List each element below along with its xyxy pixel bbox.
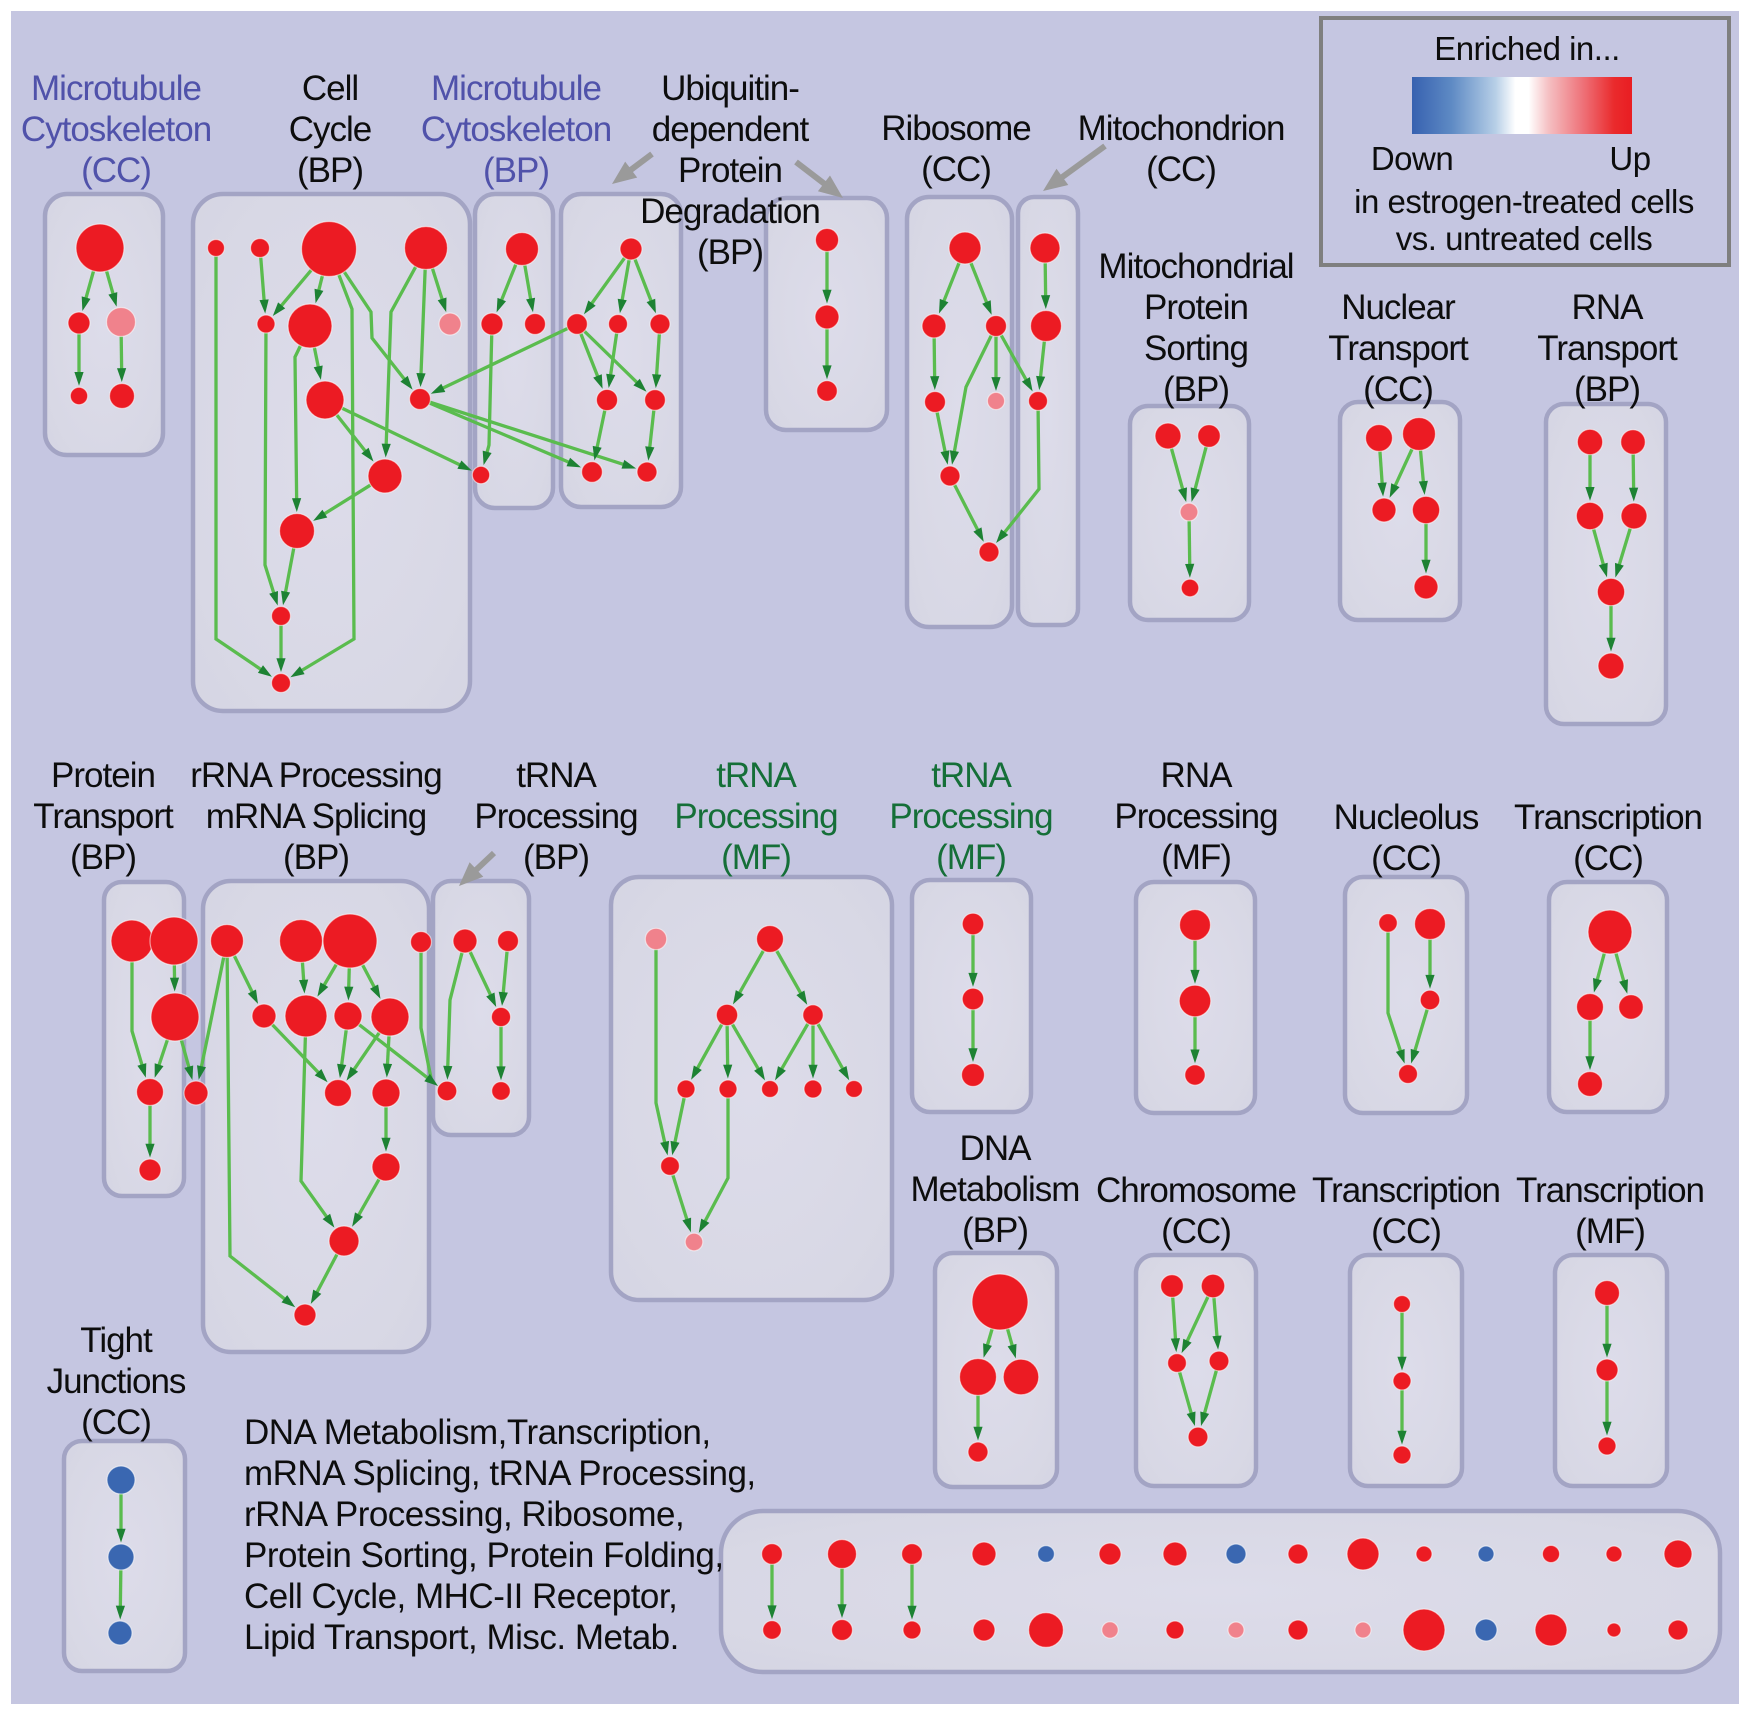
svg-text:Mitochondrial: Mitochondrial <box>1098 247 1293 286</box>
svg-text:Cytoskeleton: Cytoskeleton <box>21 110 211 149</box>
svg-text:Transport: Transport <box>1537 329 1678 368</box>
svg-text:(CC): (CC) <box>1371 1212 1441 1251</box>
svg-text:(CC): (CC) <box>81 151 151 190</box>
svg-text:Sorting: Sorting <box>1144 329 1248 368</box>
svg-text:tRNA: tRNA <box>516 756 597 795</box>
svg-text:Microtubule: Microtubule <box>31 69 201 108</box>
svg-text:Nuclear: Nuclear <box>1341 288 1456 327</box>
svg-text:(CC): (CC) <box>1161 1212 1231 1251</box>
svg-text:Protein: Protein <box>51 756 155 795</box>
svg-text:Transcription: Transcription <box>1312 1171 1500 1210</box>
svg-text:(BP): (BP) <box>1163 370 1229 409</box>
svg-text:(BP): (BP) <box>297 151 363 190</box>
svg-text:(BP): (BP) <box>283 838 349 877</box>
svg-text:DNA Metabolism,Transcription,: DNA Metabolism,Transcription, <box>244 1413 711 1452</box>
svg-text:Processing: Processing <box>474 797 637 836</box>
svg-text:vs. untreated cells: vs. untreated cells <box>1396 220 1652 257</box>
svg-text:Degradation: Degradation <box>640 192 820 231</box>
svg-text:(BP): (BP) <box>1574 370 1640 409</box>
svg-text:RNA: RNA <box>1572 288 1645 327</box>
svg-text:rRNA Processing, Ribosome,: rRNA Processing, Ribosome, <box>244 1495 684 1534</box>
svg-text:Protein: Protein <box>1144 288 1248 327</box>
svg-text:(CC): (CC) <box>1363 370 1433 409</box>
svg-text:Transport: Transport <box>1328 329 1469 368</box>
svg-text:Junctions: Junctions <box>47 1362 186 1401</box>
svg-text:Lipid Transport, Misc. Metab.: Lipid Transport, Misc. Metab. <box>244 1618 679 1657</box>
svg-text:(BP): (BP) <box>70 838 136 877</box>
svg-text:RNA: RNA <box>1161 756 1234 795</box>
svg-text:Chromosome: Chromosome <box>1096 1171 1296 1210</box>
svg-text:(BP): (BP) <box>523 838 589 877</box>
svg-text:(MF): (MF) <box>1575 1212 1645 1251</box>
svg-text:rRNA Processing: rRNA Processing <box>190 756 441 795</box>
svg-text:Transport: Transport <box>33 797 174 836</box>
svg-text:(CC): (CC) <box>1371 839 1441 878</box>
svg-text:Processing: Processing <box>1114 797 1277 836</box>
svg-text:Cell: Cell <box>302 69 358 108</box>
svg-text:(CC): (CC) <box>921 150 991 189</box>
svg-text:Up: Up <box>1609 140 1650 177</box>
svg-text:DNA: DNA <box>960 1129 1033 1168</box>
svg-text:Microtubule: Microtubule <box>431 69 601 108</box>
svg-text:Down: Down <box>1371 140 1453 177</box>
svg-text:tRNA: tRNA <box>716 756 797 795</box>
svg-text:tRNA: tRNA <box>931 756 1012 795</box>
svg-text:Mitochondrion: Mitochondrion <box>1078 109 1285 148</box>
svg-text:(CC): (CC) <box>81 1403 151 1442</box>
svg-text:Ribosome: Ribosome <box>881 109 1031 148</box>
svg-text:dependent: dependent <box>652 110 810 149</box>
svg-text:(BP): (BP) <box>483 151 549 190</box>
svg-text:Protein Sorting, Protein Foldi: Protein Sorting, Protein Folding, <box>244 1536 724 1575</box>
svg-text:Enriched in...: Enriched in... <box>1434 30 1620 67</box>
svg-text:(BP): (BP) <box>697 233 763 272</box>
svg-text:(CC): (CC) <box>1146 150 1216 189</box>
svg-text:(MF): (MF) <box>1161 838 1231 877</box>
svg-text:Processing: Processing <box>889 797 1052 836</box>
svg-text:mRNA Splicing: mRNA Splicing <box>206 797 426 836</box>
svg-text:Transcription: Transcription <box>1514 798 1702 837</box>
svg-text:Protein: Protein <box>678 151 782 190</box>
svg-text:Tight: Tight <box>80 1321 153 1360</box>
svg-text:(MF): (MF) <box>936 838 1006 877</box>
svg-text:Ubiquitin-: Ubiquitin- <box>661 69 799 108</box>
svg-text:Nucleolus: Nucleolus <box>1334 798 1479 837</box>
svg-text:in estrogen-treated cells: in estrogen-treated cells <box>1354 183 1694 220</box>
svg-text:Cycle: Cycle <box>289 110 372 149</box>
svg-text:(CC): (CC) <box>1573 839 1643 878</box>
svg-text:mRNA Splicing, tRNA Processing: mRNA Splicing, tRNA Processing, <box>244 1454 756 1493</box>
svg-text:Transcription: Transcription <box>1516 1171 1704 1210</box>
svg-text:(BP): (BP) <box>962 1211 1028 1250</box>
svg-text:Cell Cycle, MHC-II Receptor,: Cell Cycle, MHC-II Receptor, <box>244 1577 677 1616</box>
svg-text:(MF): (MF) <box>721 838 791 877</box>
svg-text:Cytoskeleton: Cytoskeleton <box>421 110 611 149</box>
svg-text:Metabolism: Metabolism <box>911 1170 1080 1209</box>
svg-text:Processing: Processing <box>674 797 837 836</box>
